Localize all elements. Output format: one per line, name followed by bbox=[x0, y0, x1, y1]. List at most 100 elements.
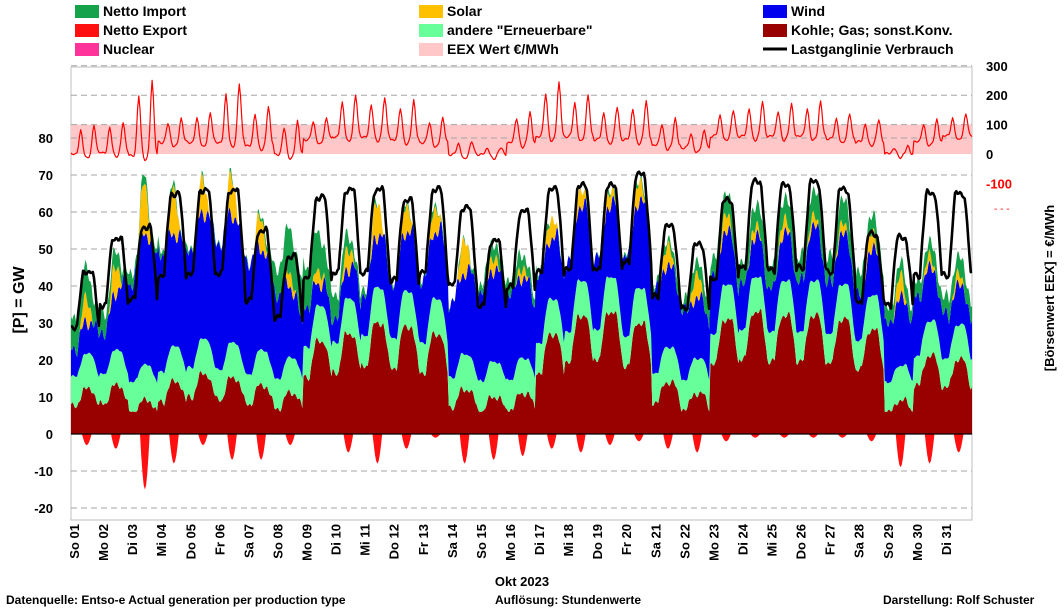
x-tick-label: So 15 bbox=[474, 524, 489, 559]
stacked-areas bbox=[71, 167, 972, 490]
left-tick-label: 70 bbox=[39, 168, 53, 183]
footer-source: Datenquelle: Entso-e Actual generation p… bbox=[6, 593, 346, 607]
left-tick-label: 60 bbox=[39, 205, 53, 220]
area-netto-export bbox=[71, 434, 972, 490]
x-tick-label: Mo 23 bbox=[706, 524, 721, 561]
x-tick-label: Do 12 bbox=[387, 524, 402, 559]
x-tick: Mo 30 bbox=[910, 524, 925, 561]
x-tick: Sa 21 bbox=[648, 524, 663, 558]
left-tick-label: 50 bbox=[39, 242, 53, 257]
legend-swatch bbox=[763, 5, 787, 18]
x-tick: Sa 28 bbox=[852, 524, 867, 558]
y-axis-label-left: [P] = GW bbox=[11, 266, 28, 334]
x-tick-label: So 29 bbox=[881, 524, 896, 559]
left-tick-label: 0 bbox=[46, 427, 53, 442]
legend-label: Wind bbox=[791, 3, 825, 19]
right-tick-label: 100 bbox=[986, 118, 1008, 133]
legend-swatch bbox=[75, 43, 99, 56]
x-axis-label: Okt 2023 bbox=[495, 574, 549, 589]
x-tick-label: Di 10 bbox=[329, 524, 344, 555]
legend-label: Kohle; Gas; sonst.Konv. bbox=[791, 22, 953, 38]
x-tick: Mi 25 bbox=[765, 524, 780, 557]
x-tick: Di 17 bbox=[532, 524, 547, 555]
y-axis-label-right: [Börsenwert EEX] = €/MWh bbox=[1042, 205, 1057, 372]
right-tick-label: 300 bbox=[986, 59, 1008, 74]
x-tick-label: Sa 28 bbox=[852, 524, 867, 558]
series-lines bbox=[70, 79, 973, 332]
x-tick: Fr 06 bbox=[212, 524, 227, 555]
x-tick-label: Mo 09 bbox=[300, 524, 315, 561]
right-tick-label: 0 bbox=[986, 147, 993, 162]
x-tick-label: So 22 bbox=[677, 524, 692, 559]
x-tick: Di 24 bbox=[736, 523, 751, 555]
legend-swatch bbox=[75, 5, 99, 18]
x-tick-label: Do 26 bbox=[794, 524, 809, 559]
legend-swatch bbox=[419, 24, 443, 37]
x-tick-label: Fr 27 bbox=[823, 524, 838, 555]
x-tick: Mi 04 bbox=[154, 523, 169, 556]
x-tick: So 01 bbox=[67, 524, 82, 559]
legend-swatch bbox=[419, 43, 443, 56]
x-tick-label: Di 24 bbox=[736, 523, 751, 555]
x-tick-label: Mi 11 bbox=[358, 524, 373, 556]
right-dashed-marker: - - - bbox=[994, 204, 1010, 215]
footer-resolution: Auflösung: Stundenwerte bbox=[495, 593, 641, 607]
x-tick: So 08 bbox=[271, 524, 286, 559]
left-tick-label: 30 bbox=[39, 316, 53, 331]
x-tick-label: Sa 21 bbox=[648, 524, 663, 558]
legend-label: Nuclear bbox=[103, 41, 155, 57]
x-tick-label: Mo 02 bbox=[96, 524, 111, 561]
legend-label: Solar bbox=[447, 3, 483, 19]
x-tick: Mi 11 bbox=[358, 524, 373, 556]
left-tick-label: 80 bbox=[39, 131, 53, 146]
legend-label: Netto Import bbox=[103, 3, 187, 19]
x-tick: Di 31 bbox=[939, 524, 954, 555]
x-tick: Fr 13 bbox=[416, 524, 431, 555]
x-tick-label: Di 17 bbox=[532, 524, 547, 555]
x-tick-label: Do 05 bbox=[183, 524, 198, 559]
legend-label: EEX Wert €/MWh bbox=[447, 41, 559, 57]
x-tick-label: Fr 13 bbox=[416, 524, 431, 555]
x-tick-label: Fr 06 bbox=[212, 524, 227, 555]
x-tick-label: Mi 18 bbox=[561, 524, 576, 557]
footer-author: Darstellung: Rolf Schuster bbox=[883, 593, 1035, 607]
legend-swatch bbox=[75, 24, 99, 37]
legend-label: andere "Erneuerbare" bbox=[447, 22, 593, 38]
x-tick: Mo 16 bbox=[503, 524, 518, 561]
x-tick-label: Mo 16 bbox=[503, 524, 518, 561]
x-tick: Mo 02 bbox=[96, 524, 111, 561]
x-tick-label: Di 31 bbox=[939, 524, 954, 555]
legend-label: Netto Export bbox=[103, 22, 187, 38]
x-tick: Di 03 bbox=[125, 524, 140, 555]
left-tick-label: 10 bbox=[39, 390, 53, 405]
x-tick: Fr 27 bbox=[823, 524, 838, 555]
x-tick-label: Sa 14 bbox=[445, 523, 460, 558]
area-wind bbox=[71, 195, 972, 384]
x-tick: So 29 bbox=[881, 524, 896, 559]
x-tick: So 15 bbox=[474, 524, 489, 559]
legend: Netto Import Netto Export Nuclear Solar ande… bbox=[75, 3, 954, 57]
left-tick-label: -10 bbox=[34, 464, 53, 479]
line-lastganglinie bbox=[70, 170, 973, 332]
x-tick-label: Mi 04 bbox=[154, 523, 169, 556]
legend-label: Lastganglinie Verbrauch bbox=[791, 41, 954, 57]
x-tick-label: Mo 30 bbox=[910, 524, 925, 561]
x-tick-label: Mi 25 bbox=[765, 524, 780, 557]
area-andere-erneuerbare bbox=[71, 276, 972, 412]
x-tick-label: So 01 bbox=[67, 524, 82, 559]
x-tick: Do 05 bbox=[183, 524, 198, 559]
x-tick-label: Sa 07 bbox=[241, 524, 256, 558]
x-tick: Do 12 bbox=[387, 524, 402, 559]
x-tick: So 22 bbox=[677, 524, 692, 559]
area-kohle-gas bbox=[71, 309, 972, 434]
x-tick: Do 26 bbox=[794, 524, 809, 559]
x-tick-label: Di 03 bbox=[125, 524, 140, 555]
x-tick: Do 19 bbox=[590, 524, 605, 559]
x-tick: Fr 20 bbox=[619, 524, 634, 555]
left-tick-label: 20 bbox=[39, 353, 53, 368]
x-tick: Sa 07 bbox=[241, 524, 256, 558]
x-tick: Sa 14 bbox=[445, 523, 460, 558]
